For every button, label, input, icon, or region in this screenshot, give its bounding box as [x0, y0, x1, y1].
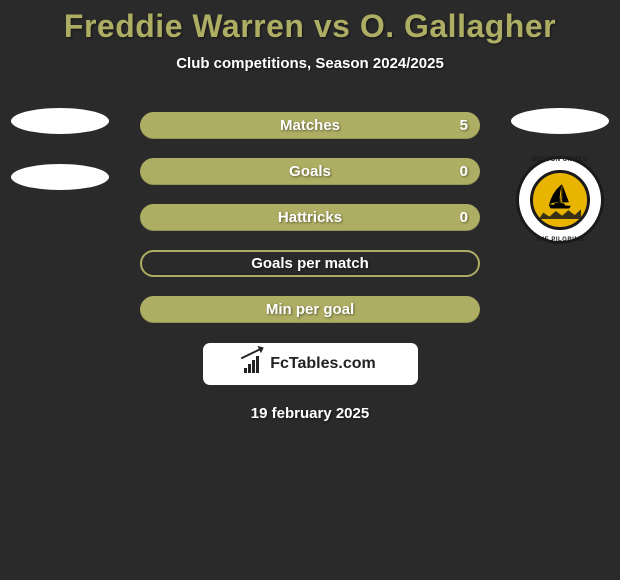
brand-link[interactable]: FcTables.com — [203, 343, 418, 385]
page-title: Freddie Warren vs O. Gallagher — [0, 0, 620, 45]
stat-bar-hattricks: Hattricks 0 — [140, 204, 480, 231]
stat-bar-matches: Matches 5 — [140, 112, 480, 139]
stat-label: Goals — [289, 163, 331, 180]
left-player-column — [0, 108, 120, 190]
crest-top-text: BOSTON UNITED — [516, 157, 604, 163]
club-crest-boston-united: BOSTON UNITED ⛵ THE PILGRIMS — [516, 156, 604, 244]
stat-label: Hattricks — [278, 209, 342, 226]
ship-icon: ⛵ — [546, 186, 573, 208]
page-subtitle: Club competitions, Season 2024/2025 — [0, 55, 620, 72]
stat-bar-goals: Goals 0 — [140, 158, 480, 185]
stat-label: Min per goal — [266, 301, 354, 318]
left-player-badge-2 — [11, 164, 109, 190]
stat-bar-min-per-goal: Min per goal — [140, 296, 480, 323]
stat-bar-goals-per-match: Goals per match — [140, 250, 480, 277]
left-player-badge-1 — [11, 108, 109, 134]
stats-list: Matches 5 Goals 0 Hattricks 0 Goals per … — [140, 112, 480, 323]
brand-name: FcTables.com — [270, 355, 376, 373]
right-player-badge-1 — [511, 108, 609, 134]
stat-right-value: 0 — [460, 204, 468, 231]
chart-icon — [244, 355, 264, 373]
stat-right-value: 0 — [460, 158, 468, 185]
stat-right-value: 5 — [460, 112, 468, 139]
comparison-body: Matches 5 Goals 0 Hattricks 0 Goals per … — [0, 112, 620, 323]
right-player-column: BOSTON UNITED ⛵ THE PILGRIMS — [500, 108, 620, 244]
snapshot-date: 19 february 2025 — [0, 405, 620, 422]
stat-label: Goals per match — [251, 255, 369, 272]
crest-bottom-text: THE PILGRIMS — [516, 237, 604, 243]
stat-label: Matches — [280, 117, 340, 134]
crest-inner: ⛵ — [530, 170, 590, 230]
